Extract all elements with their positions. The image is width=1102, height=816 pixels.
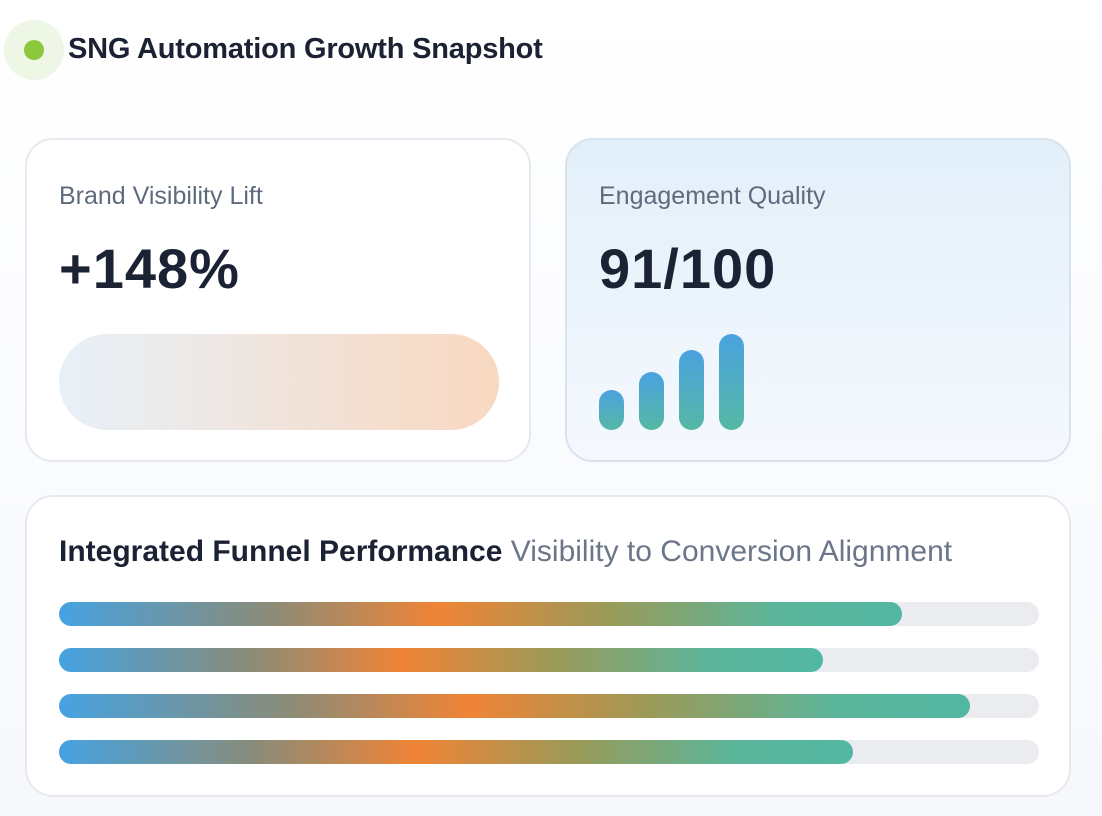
funnel-bar-track: [59, 648, 1039, 672]
signal-bar: [639, 372, 664, 430]
funnel-bar-track: [59, 602, 1039, 626]
card-value: 91/100: [599, 237, 777, 300]
card-label: Brand Visibility Lift: [59, 182, 263, 210]
funnel-bar-track: [59, 694, 1039, 718]
funnel-bar-fill: [59, 602, 902, 626]
funnel-heading: Integrated Funnel Performance Visibility…: [59, 535, 952, 569]
funnel-title: Integrated Funnel Performance: [59, 535, 503, 568]
funnel-bar-fill: [59, 648, 824, 672]
funnel-bar-fill: [59, 740, 853, 764]
card-value: +148%: [59, 237, 240, 300]
page-title: SNG Automation Growth Snapshot: [68, 33, 543, 65]
engagement-quality-card: Engagement Quality 91/100: [565, 138, 1071, 462]
funnel-bar-fill: [59, 694, 971, 718]
funnel-subtitle: Visibility to Conversion Alignment: [510, 535, 953, 568]
card-label: Engagement Quality: [599, 182, 826, 210]
signal-bar: [679, 350, 704, 430]
funnel-bar-track: [59, 740, 1039, 764]
signal-bar: [599, 390, 624, 430]
gradient-pill: [59, 334, 499, 430]
signal-bar: [719, 334, 744, 430]
status-dot-icon: [24, 40, 44, 60]
funnel-performance-card: Integrated Funnel Performance Visibility…: [25, 495, 1071, 797]
brand-visibility-card: Brand Visibility Lift +148%: [25, 138, 531, 462]
